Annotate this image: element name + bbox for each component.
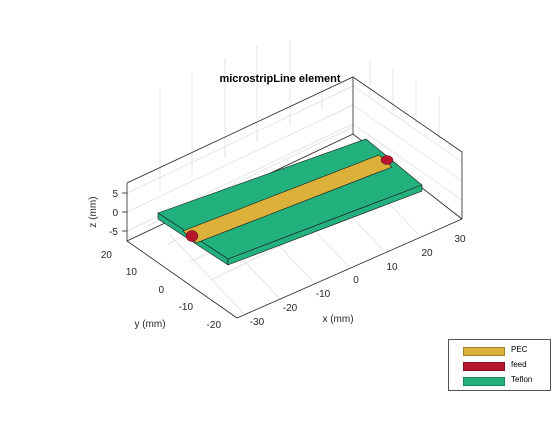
x-tick-label: 30 xyxy=(454,234,466,245)
legend-item-pec: PEC xyxy=(449,344,552,358)
z-ticks: 5 0 -5 xyxy=(109,189,127,238)
legend-item-teflon: Teflon xyxy=(449,374,552,388)
y-tick-label: -10 xyxy=(179,302,194,313)
y-ticks: 20 10 0 -10 -20 xyxy=(101,250,222,331)
legend-label: feed xyxy=(511,360,527,369)
legend-swatch xyxy=(463,377,505,386)
y-tick-label: 20 xyxy=(101,250,113,261)
legend-swatch xyxy=(463,362,505,371)
x-tick-label: -10 xyxy=(316,289,331,300)
x-tick-label: 20 xyxy=(421,248,433,259)
figure-title: microstripLine element xyxy=(219,73,341,85)
legend-swatch xyxy=(463,347,505,356)
legend-label: Teflon xyxy=(511,375,533,384)
z-tick-label: 0 xyxy=(112,208,118,219)
x-ticks: -30 -20 -10 0 10 20 30 xyxy=(250,234,466,328)
y-tick-label: 0 xyxy=(158,285,164,296)
y-tick-label: -20 xyxy=(207,320,222,331)
legend-label: PEC xyxy=(511,345,528,354)
z-tick-label: -5 xyxy=(109,227,118,238)
x-tick-label: -30 xyxy=(250,317,265,328)
z-axis-label: z (mm) xyxy=(88,196,99,227)
feed-port-1 xyxy=(185,230,199,242)
y-axis-label: y (mm) xyxy=(134,319,165,330)
x-tick-label: 0 xyxy=(353,275,359,286)
x-tick-label: -20 xyxy=(283,303,298,314)
x-axis-label: x (mm) xyxy=(322,314,353,325)
z-tick-label: 5 xyxy=(112,189,118,200)
legend[interactable]: PEC feed Teflon xyxy=(448,339,551,391)
y-tick-label: 10 xyxy=(126,267,138,278)
feed-port-2 xyxy=(380,155,394,165)
x-tick-label: 10 xyxy=(386,262,398,273)
legend-item-feed: feed xyxy=(449,359,552,373)
